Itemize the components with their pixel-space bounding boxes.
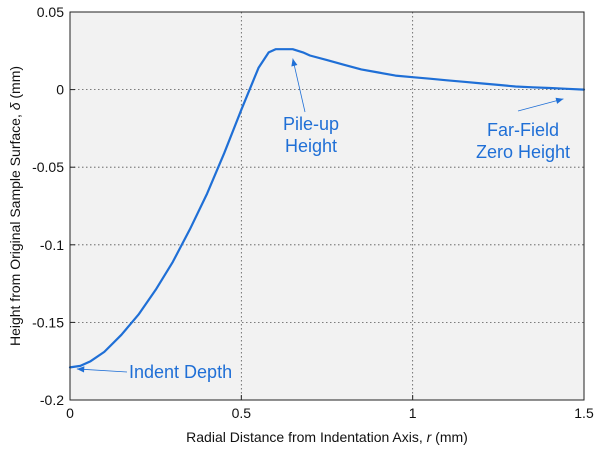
axis-ticks: 0 0.5 1 1.5 -0.2 -0.15 -0.1 -0.05 0 0.05 (32, 4, 594, 421)
y-tick-label: -0.05 (32, 159, 64, 175)
annotation-arrowhead (555, 97, 564, 104)
y-axis-title: Height from Original Sample Surface, δ (… (7, 66, 23, 346)
annotation-label-line: Zero Height (476, 142, 570, 162)
series-line (68, 48, 586, 369)
x-axis-title: Radial Distance from Indentation Axis, r… (186, 429, 468, 445)
annotations: Indent Depth Pile-up Height Far-Field Zero H… (76, 58, 570, 382)
annotation-label-line: Pile-up (283, 114, 339, 134)
y-tick-label: -0.15 (32, 314, 64, 330)
y-tick-label: 0.05 (37, 4, 64, 20)
annotation-arrowhead (76, 366, 85, 373)
x-tick-label: 0 (66, 405, 74, 421)
x-tick-label: 1 (409, 405, 417, 421)
annotation-label: Indent Depth (129, 362, 232, 382)
annotation-label: Far-Field Zero Height (476, 120, 570, 162)
annotation-label: Pile-up Height (283, 114, 339, 156)
annotation-label-line: Far-Field (487, 120, 559, 140)
annotation-label-line: Height (285, 136, 337, 156)
annotation-arrow (292, 58, 306, 113)
y-tick-label: -0.1 (40, 237, 64, 253)
y-tick-label: 0 (56, 82, 64, 98)
annotation-arrow (517, 98, 564, 112)
annotation-arrow (76, 368, 128, 373)
plot-frame (69, 11, 585, 401)
x-tick-label: 0.5 (232, 405, 252, 421)
annotation-arrowhead (291, 58, 298, 67)
y-tick-label: -0.2 (40, 392, 64, 408)
plot-background (70, 12, 584, 400)
annotation-label-line: Indent Depth (129, 362, 232, 382)
x-tick-label: 1.5 (574, 405, 594, 421)
